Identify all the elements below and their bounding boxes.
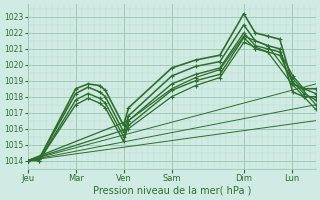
X-axis label: Pression niveau de la mer( hPa ): Pression niveau de la mer( hPa ): [92, 186, 251, 196]
